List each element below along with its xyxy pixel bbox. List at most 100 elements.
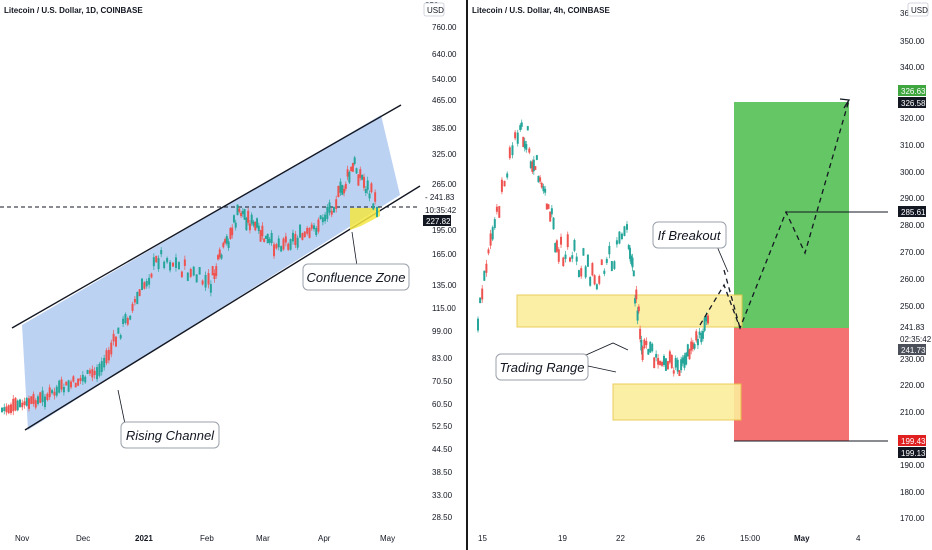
candle-body [495,206,498,212]
candle-body [229,227,232,239]
right-x-4: 4 [856,534,861,543]
candle-body [46,393,49,400]
candle-body [114,336,117,347]
candle-body [1,407,3,413]
rising-channel-label: Rising Channel [126,428,215,443]
candle-body [100,361,103,373]
candle-body [155,256,158,263]
breakout-projection-path-alt[interactable] [723,269,741,329]
candle-body [243,209,246,220]
candle-body [103,358,106,368]
candle-body [582,248,585,256]
candle-body [339,181,342,193]
candle-body [319,215,322,220]
candle-body [41,390,44,403]
right-currency-badge[interactable] [907,2,929,17]
left-currency-badge[interactable] [423,2,445,17]
right-y-label: 340.00 [900,63,925,72]
candle-body [317,219,320,232]
candle-body [326,206,329,220]
candle-body [81,374,84,382]
candle-body [528,148,531,153]
candle-body [680,359,683,371]
candle-body [335,199,338,209]
candle-body [201,280,204,285]
candle-body [374,192,377,202]
candle-body [516,132,519,144]
left-time-axis[interactable]: Nov Dec 2021 Feb Mar Apr May [15,534,395,543]
candle-body [105,350,108,364]
candle-body [635,289,638,300]
candle-body [526,126,529,131]
candle-body [247,210,250,223]
candle-body [231,227,234,236]
candle-body [296,237,299,248]
right-x-19: 19 [558,534,567,543]
right-time-axis[interactable]: 15 19 22 26 15:00 May 4 [478,534,861,543]
right-y-label: 230.00 [900,355,925,364]
candle-body [225,236,228,244]
left-x-nov: Nov [15,534,29,543]
candle-body [608,245,611,255]
candle-body [477,318,479,331]
right-price-axis[interactable]: 360 USD 350.00 340.00 320.00 310.00 300.00 29… [898,2,932,523]
candle-body [220,254,223,259]
left-price-axis[interactable]: 850 USD 760.00640.00540.00465.00385.0032… [423,1,457,522]
candle-body [174,257,177,268]
candle-body [74,382,77,388]
candle-body [79,378,82,382]
candle-body [259,230,262,242]
candle-body [639,328,642,340]
panel-divider[interactable] [466,0,468,550]
candle-body [72,376,75,382]
trading-range-callout[interactable]: Trading Range [495,342,629,381]
left-y-label: 640.00 [432,50,457,59]
confluence-zone-callout[interactable]: Confluence Zone [302,231,410,291]
candle-body [348,171,351,183]
left-y-label: 760.00 [432,23,457,32]
candle-body [630,255,633,264]
confluence-zone-label: Confluence Zone [306,270,405,285]
right-symbol-title: Litecoin / U.S. Dollar, 4h, COINBASE [472,6,610,15]
candle-body [183,259,186,266]
candle-body [9,404,12,413]
candle-body [508,147,511,159]
candle-body [60,379,63,390]
candle-body [625,224,628,230]
candle-body [655,354,658,358]
if-breakout-callout[interactable]: If Breakout [652,221,729,273]
left-y-label: 465.00 [432,96,457,105]
right-y-label: 260.00 [900,275,925,284]
channel-upper-line[interactable] [11,104,402,329]
breakout-projection-path[interactable] [699,99,850,330]
target-profit-zone[interactable] [734,102,849,328]
stop-loss-zone[interactable] [734,328,849,441]
candle-body [562,257,565,267]
right-chart-panel[interactable]: If Breakout Trading Range Litecoin / U.S… [468,0,932,550]
candle-body [236,204,239,216]
left-chart-panel[interactable]: Rising Channel Confluence Zone Litecoin … [0,0,466,550]
candle-body [36,396,39,404]
candle-body [641,347,644,360]
candle-body [520,122,523,127]
candle-body [534,166,537,170]
rising-channel-callout[interactable]: Rising Channel [117,389,220,449]
candle-body [88,370,91,374]
candle-body [234,222,237,228]
candle-body [238,208,241,212]
candle-body [552,217,555,230]
candle-body [661,361,664,366]
candle-body [310,224,313,229]
support-zone[interactable] [612,383,742,421]
candle-body [580,268,583,277]
right-chart-canvas[interactable]: If Breakout Trading Range Litecoin / U.S… [468,0,932,550]
left-x-2021: 2021 [135,534,153,543]
candle-body [568,257,571,262]
left-y-label: 165.00 [432,250,457,259]
left-y-label: 265.00 [432,180,457,189]
candle-body [571,255,574,259]
left-chart-canvas[interactable]: Rising Channel Confluence Zone Litecoin … [0,0,466,550]
candle-body [514,132,517,139]
left-y-label: 83.00 [432,354,453,363]
candle-body [629,247,632,259]
